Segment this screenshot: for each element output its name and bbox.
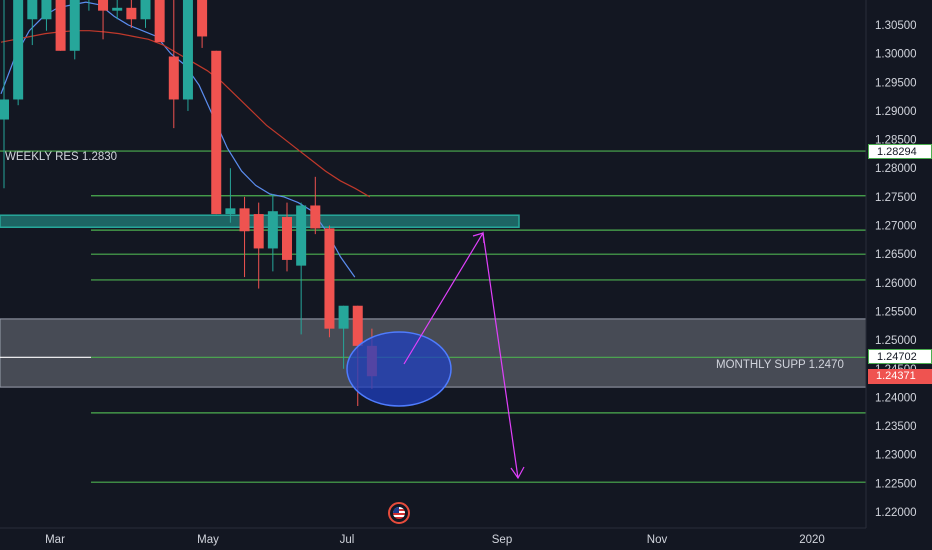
price-tick-label: 1.23000 — [875, 450, 917, 462]
weekly-res-label: WEEKLY RES 1.2830 — [5, 151, 118, 163]
candle — [27, 0, 38, 46]
candle-body — [296, 205, 307, 266]
candle — [13, 0, 24, 106]
resistance-price-tag: 1.28294 — [868, 144, 932, 159]
candle — [41, 0, 52, 31]
candle — [267, 194, 278, 272]
price-tick-label: 1.29000 — [875, 106, 917, 118]
candle — [69, 0, 80, 60]
candle-body — [310, 205, 321, 229]
candle-body — [168, 56, 179, 100]
candle — [55, 0, 66, 51]
candle-body — [211, 50, 222, 215]
price-tick-label: 1.29500 — [875, 77, 917, 89]
candle-body — [13, 0, 24, 100]
candle — [310, 176, 321, 235]
arrow-head-up — [472, 232, 485, 244]
monthly-supp-label: MONTHLY SUPP 1.2470 — [716, 359, 844, 371]
price-tick-label: 1.27500 — [875, 192, 917, 204]
candle — [140, 0, 151, 28]
candle — [324, 225, 335, 338]
highlight-ellipse — [346, 331, 452, 407]
candle-body — [0, 99, 9, 120]
candle — [282, 202, 292, 272]
price-tick-label: 1.25000 — [875, 335, 917, 347]
candle — [0, 0, 9, 189]
candle — [112, 0, 123, 20]
time-tick-label: Sep — [492, 534, 512, 546]
candle-body — [112, 7, 123, 11]
candle — [211, 50, 222, 215]
candle-body — [225, 208, 236, 215]
candle — [296, 202, 307, 335]
price-tick-label: 1.28000 — [875, 163, 917, 175]
time-tick-label: Nov — [647, 534, 668, 546]
price-tick-label: 1.24000 — [875, 392, 917, 404]
candle-body — [352, 305, 363, 346]
candle-body — [324, 228, 335, 329]
price-tick-label: 1.23500 — [875, 421, 917, 433]
price-tick-label: 1.30000 — [875, 49, 917, 61]
price-tick-label: 1.22000 — [875, 507, 917, 519]
candle-body — [338, 305, 349, 329]
candle-body — [182, 0, 193, 100]
support-price-tag: 1.24702 — [868, 349, 932, 364]
price-tick-label: 1.26500 — [875, 249, 917, 261]
price-tick-label: 1.28500 — [875, 135, 917, 147]
candle-body — [126, 7, 137, 20]
candle — [98, 0, 109, 40]
candle — [239, 196, 250, 278]
candle-body — [154, 0, 165, 43]
candle-body — [27, 0, 38, 20]
candle-body — [239, 208, 250, 232]
horizontal-levels — [0, 150, 866, 483]
price-tick-label: 1.22500 — [875, 478, 917, 490]
candle — [126, 0, 137, 28]
arrow-head-down — [510, 466, 525, 480]
candle-body — [69, 0, 80, 51]
candle-body — [267, 211, 278, 249]
candle — [154, 0, 165, 43]
current-price-tag: 1.24371 — [868, 369, 932, 384]
candle-body — [197, 0, 208, 37]
price-tick-label: 1.25500 — [875, 306, 917, 318]
us-flag-icon[interactable] — [388, 502, 410, 524]
price-axis: 1.30500 1.30000 1.29500 1.29000 1.28500 1.280… — [865, 0, 917, 528]
candle — [168, 0, 179, 129]
candle — [253, 202, 264, 289]
candles — [0, 0, 377, 407]
candle-body — [98, 0, 109, 11]
candle-body — [282, 216, 292, 260]
candle — [225, 168, 236, 223]
candle-body — [41, 0, 52, 20]
candle — [182, 0, 193, 111]
price-tick-label: 1.30500 — [875, 20, 917, 32]
candle-body — [140, 0, 151, 20]
drawings — [346, 231, 525, 480]
candle-body — [55, 0, 66, 51]
time-tick-label: May — [197, 534, 219, 546]
price-tick-label: 1.27000 — [875, 221, 917, 233]
time-tick-label: Jul — [340, 534, 355, 546]
candle — [88, 0, 90, 11]
time-tick-label: Mar — [45, 534, 65, 546]
time-tick-label: 2020 — [799, 534, 825, 546]
candle — [338, 305, 349, 369]
price-tick-label: 1.26000 — [875, 278, 917, 290]
candle-body — [253, 214, 264, 249]
candle — [197, 0, 208, 48]
time-axis: Mar May Jul Sep Nov 2020 — [0, 527, 866, 546]
